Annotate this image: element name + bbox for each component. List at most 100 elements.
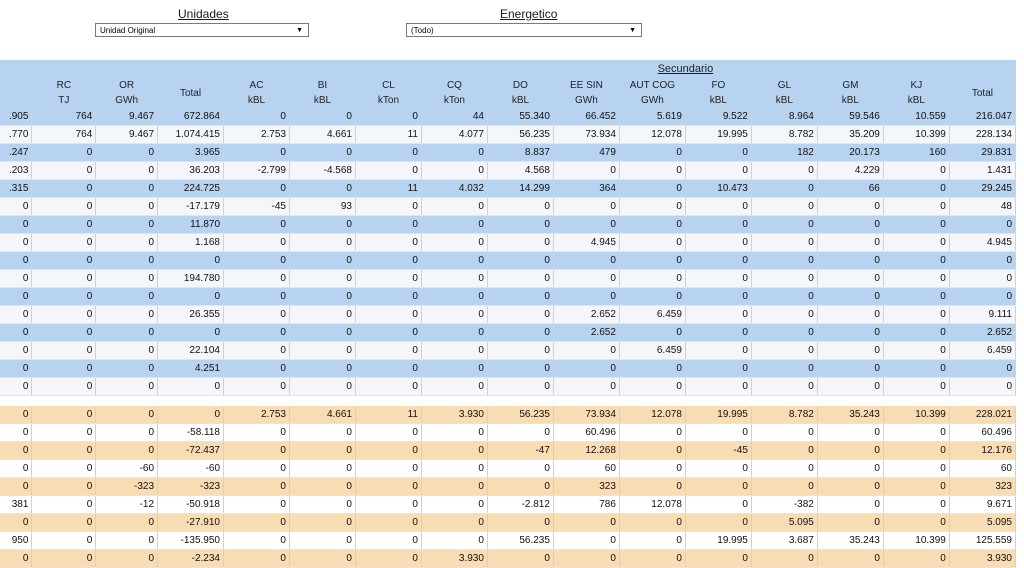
- table-cell: 60.496: [553, 423, 620, 442]
- table-cell: 0: [289, 359, 356, 378]
- table-cell: 0: [949, 251, 1017, 270]
- table-cell: 22.104: [157, 341, 224, 360]
- column-header[interactable]: GM: [817, 78, 884, 93]
- table-row: .905 764 9.467 672.864 0 0 0 44 55.340 66.452 5.61…: [0, 108, 1017, 126]
- table-cell: 0: [619, 161, 686, 180]
- table-cell: 3.930: [421, 549, 488, 568]
- table-cell: 0: [223, 233, 290, 252]
- column-unit: kBL: [289, 93, 356, 108]
- column-header[interactable]: [0, 78, 33, 93]
- table-cell: 0: [817, 459, 884, 478]
- table-cell: 0: [949, 377, 1017, 396]
- table-cell: 36.203: [157, 161, 224, 180]
- column-header[interactable]: Total: [949, 78, 1017, 108]
- table-cell: -2.812: [487, 495, 554, 514]
- column-header[interactable]: BI: [289, 78, 356, 93]
- column-header[interactable]: FO: [685, 78, 752, 93]
- table-cell: 0: [95, 161, 159, 180]
- table-cell: 0: [95, 287, 159, 306]
- table-cell: -382: [751, 495, 818, 514]
- table-row: 0 0 0 -2.234 0 0 0 3.930 0 0 0 0 0 0 0 3.930: [0, 549, 1017, 568]
- column-header[interactable]: EE SIN: [553, 78, 620, 93]
- table-cell: 0: [817, 323, 884, 342]
- table-cell: 0: [751, 215, 818, 234]
- table-cell: 0: [31, 269, 97, 288]
- table-cell: 0: [619, 269, 686, 288]
- table-cell: 0: [685, 359, 752, 378]
- table-cell: 0: [0, 423, 33, 442]
- table-cell: 0: [31, 215, 97, 234]
- table-cell: 0: [223, 531, 290, 550]
- table-cell: 0: [355, 423, 422, 442]
- table-cell: 0: [553, 269, 620, 288]
- table-cell: 0: [31, 143, 97, 162]
- table-cell: 216.047: [949, 108, 1017, 126]
- table-cell: 0: [0, 377, 33, 396]
- table-cell: 0: [619, 459, 686, 478]
- table-cell: -72.437: [157, 441, 224, 460]
- table-cell: 0: [817, 495, 884, 514]
- table-cell: -2.799: [223, 161, 290, 180]
- table-cell: 479: [553, 143, 620, 162]
- table-cell: 0: [0, 323, 33, 342]
- table-cell: 0: [31, 513, 97, 532]
- table-cell: .247: [0, 143, 33, 162]
- table-cell: 66: [817, 179, 884, 198]
- table-cell: 0: [223, 287, 290, 306]
- column-unit: TJ: [31, 93, 97, 108]
- table-cell: 0: [157, 251, 224, 270]
- table-cell: 0: [95, 305, 159, 324]
- table-cell: .770: [0, 125, 33, 144]
- table-cell: 0: [751, 423, 818, 442]
- column-header[interactable]: AUT COG: [619, 78, 686, 93]
- table-cell: 8.837: [487, 143, 554, 162]
- table-cell: 55.340: [487, 108, 554, 126]
- table-cell: 0: [685, 323, 752, 342]
- column-header[interactable]: GL: [751, 78, 818, 93]
- table-cell: 0: [0, 305, 33, 324]
- column-unit: kBL: [223, 93, 290, 108]
- table-cell: 0: [817, 269, 884, 288]
- table-cell: 35.209: [817, 125, 884, 144]
- column-header[interactable]: OR: [95, 78, 159, 93]
- table-cell: 0: [685, 513, 752, 532]
- column-header[interactable]: RC: [31, 78, 97, 93]
- table-cell: 0: [883, 233, 950, 252]
- column-header[interactable]: CQ: [421, 78, 488, 93]
- column-unit: [0, 93, 33, 108]
- table-cell: 0: [355, 341, 422, 360]
- table-cell: 0: [355, 459, 422, 478]
- table-cell: 0: [31, 233, 97, 252]
- table-cell: 0: [355, 251, 422, 270]
- table-cell: 786: [553, 495, 620, 514]
- table-cell: 11: [355, 179, 422, 198]
- column-header[interactable]: KJ: [883, 78, 950, 93]
- unidades-dropdown[interactable]: Unidad Original ▼: [95, 23, 309, 37]
- table-cell: 56.235: [487, 125, 554, 144]
- column-header[interactable]: AC: [223, 78, 290, 93]
- table-cell: 0: [817, 477, 884, 496]
- table-cell: 0: [487, 459, 554, 478]
- column-header[interactable]: DO: [487, 78, 554, 93]
- table-cell: 0: [553, 197, 620, 216]
- table-cell: 0: [95, 423, 159, 442]
- table-cell: 0: [289, 269, 356, 288]
- table-cell: 0: [685, 251, 752, 270]
- chevron-down-icon: ▼: [629, 27, 636, 34]
- table-cell: 12.078: [619, 495, 686, 514]
- energetico-dropdown[interactable]: (Todo) ▼: [406, 23, 642, 37]
- table-cell: 0: [619, 423, 686, 442]
- table-cell: 0: [817, 423, 884, 442]
- table-cell: 364: [553, 179, 620, 198]
- table-row: 950 0 0 -135.950 0 0 0 0 56.235 0 0 19.995 3.687 35.2…: [0, 531, 1017, 550]
- table-cell: 0: [355, 531, 422, 550]
- table-cell: 0: [95, 233, 159, 252]
- table-cell: 0: [223, 459, 290, 478]
- table-cell: 228.134: [949, 125, 1017, 144]
- column-header[interactable]: CL: [355, 78, 422, 93]
- table-cell: 9.671: [949, 495, 1017, 514]
- table-cell: 2.652: [949, 323, 1017, 342]
- column-header[interactable]: Total: [157, 78, 224, 108]
- column-unit: kBL: [487, 93, 554, 108]
